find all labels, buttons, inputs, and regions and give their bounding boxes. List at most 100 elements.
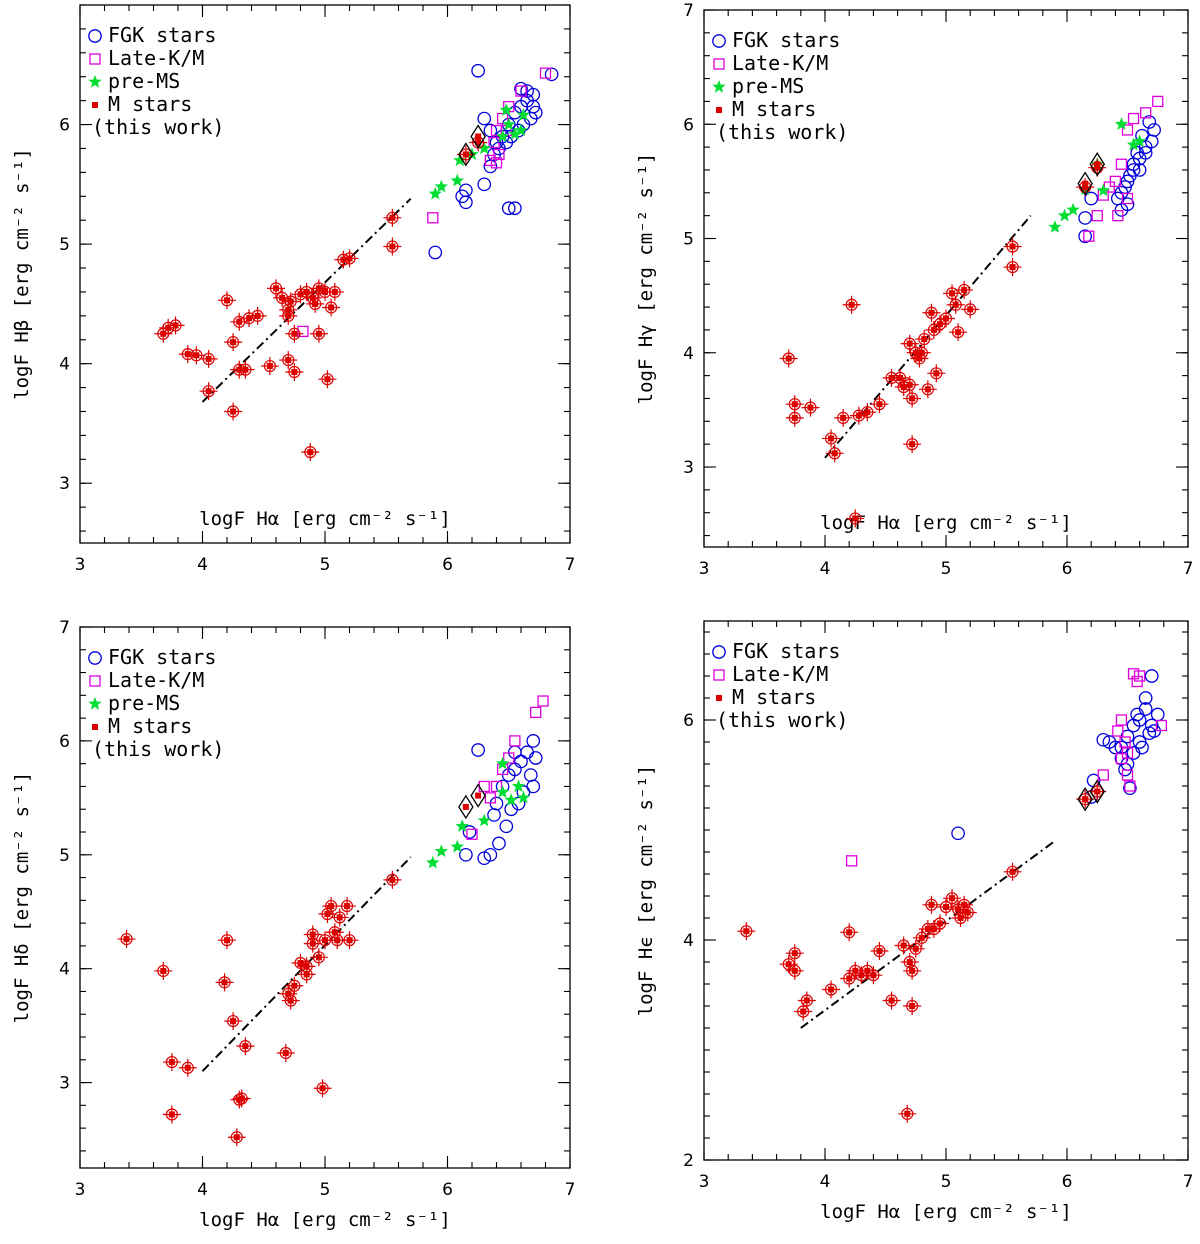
m-star-ring bbox=[1079, 793, 1092, 806]
data-point-dot bbox=[949, 290, 956, 297]
highlight-diamond bbox=[1089, 152, 1106, 177]
data-point-square bbox=[1140, 107, 1152, 119]
data-point-star bbox=[496, 129, 510, 143]
m-star-ring bbox=[235, 1092, 248, 1105]
highlight-point bbox=[1082, 180, 1089, 187]
legend-entry: (this work) bbox=[716, 120, 848, 144]
fit-line bbox=[201, 856, 412, 1072]
data-point-dot bbox=[160, 330, 167, 337]
m-star-ring bbox=[958, 898, 971, 911]
data-point-dot bbox=[909, 967, 916, 974]
panel-hepsilon: 3 4 5 6 7 2 4 6 logF Hα [erg cm⁻² s⁻¹] logF Hϵ [e… bbox=[635, 620, 1193, 1223]
data-point-dot bbox=[254, 312, 261, 319]
highlight-point bbox=[1094, 161, 1101, 168]
data-point-dot bbox=[168, 1111, 175, 1118]
m-star-ring bbox=[304, 446, 317, 459]
legend-marker bbox=[88, 651, 102, 665]
m-star-ring bbox=[897, 939, 910, 952]
fit-line bbox=[824, 215, 1032, 459]
data-point-circle bbox=[514, 81, 528, 96]
data-point-square bbox=[1119, 736, 1131, 748]
data-point-dot bbox=[291, 369, 298, 376]
data-point-circle bbox=[1078, 229, 1093, 244]
data-point-square bbox=[1091, 210, 1103, 222]
legend-entry: FGK stars bbox=[108, 645, 216, 669]
data-point-dot bbox=[743, 928, 750, 935]
data-point-dot bbox=[242, 1043, 249, 1050]
m-star-ring bbox=[279, 1046, 292, 1060]
x-axis-label: logF Hα [erg cm⁻² s⁻¹] bbox=[199, 1209, 451, 1231]
y-axis-label: logF Hγ [erg cm⁻² s⁻¹] bbox=[635, 153, 657, 405]
data-point-dot bbox=[906, 959, 913, 965]
m-star-ring bbox=[202, 352, 215, 365]
legend-entry: M stars bbox=[732, 97, 816, 121]
data-point-dot bbox=[846, 975, 853, 982]
data-point-circle bbox=[1096, 732, 1111, 747]
data-point-square bbox=[503, 752, 515, 764]
data-point-square bbox=[1131, 675, 1143, 688]
data-point-dot bbox=[279, 294, 286, 301]
x-tick-label: 5 bbox=[320, 1180, 331, 1200]
m-star-ring bbox=[885, 994, 898, 1007]
data-point-square bbox=[1112, 210, 1124, 222]
data-point-dot bbox=[303, 971, 310, 978]
data-point-circle bbox=[1126, 746, 1141, 760]
data-point-star bbox=[1066, 202, 1080, 216]
data-point-dot bbox=[1009, 868, 1016, 875]
m-star-ring bbox=[386, 873, 399, 886]
data-point-circle bbox=[1147, 123, 1161, 137]
data-point-dot bbox=[897, 374, 904, 381]
data-point-dot bbox=[336, 914, 343, 921]
data-point-star bbox=[450, 173, 464, 187]
m-star-ring bbox=[312, 282, 325, 295]
data-point-square bbox=[515, 85, 527, 97]
data-point-square bbox=[509, 735, 521, 747]
data-point-circle bbox=[1138, 691, 1153, 705]
data-point-circle bbox=[1150, 707, 1165, 722]
data-point-dot bbox=[230, 408, 237, 415]
m-star-ring bbox=[218, 976, 231, 989]
data-point-circle bbox=[526, 734, 541, 748]
y-tick-label: 6 bbox=[59, 116, 70, 136]
data-point-square bbox=[488, 136, 500, 149]
data-point-circle bbox=[1120, 197, 1135, 212]
data-point-dot bbox=[297, 959, 304, 966]
m-star-ring bbox=[312, 327, 325, 340]
data-point-circle bbox=[1135, 740, 1149, 755]
data-point-dot bbox=[221, 979, 228, 986]
data-point-dot bbox=[909, 395, 916, 402]
data-point-dot bbox=[800, 1008, 807, 1015]
data-point-circle bbox=[951, 826, 965, 841]
data-point-square bbox=[1127, 668, 1140, 680]
data-point-dot bbox=[918, 934, 925, 941]
data-point-circle bbox=[459, 847, 473, 862]
m-star-ring bbox=[906, 438, 919, 451]
data-point-dot bbox=[906, 381, 913, 388]
data-point-square bbox=[1127, 112, 1140, 125]
m-star-ring bbox=[824, 983, 838, 996]
data-point-square bbox=[493, 148, 505, 161]
data-point-dot bbox=[1009, 264, 1016, 271]
data-point-dot bbox=[949, 895, 956, 902]
data-point-square bbox=[1115, 752, 1128, 765]
x-tick-label: 6 bbox=[442, 555, 453, 575]
m-star-ring bbox=[903, 337, 916, 350]
data-point-dot bbox=[933, 370, 940, 377]
data-point-dot bbox=[876, 948, 883, 954]
data-point-dot bbox=[475, 139, 482, 146]
data-point-circle bbox=[471, 743, 485, 757]
legend-entry: Late-K/M bbox=[732, 662, 828, 686]
data-point-dot bbox=[840, 414, 847, 421]
data-point-circle bbox=[526, 779, 541, 794]
data-point-dot bbox=[331, 929, 338, 936]
y-tick-label: 5 bbox=[59, 846, 70, 866]
data-point-dot bbox=[785, 961, 792, 968]
m-star-ring bbox=[903, 378, 916, 391]
m-star-ring bbox=[837, 411, 850, 424]
data-point-dot bbox=[285, 990, 292, 997]
data-point-circle bbox=[471, 63, 485, 78]
data-point-star bbox=[1096, 183, 1110, 197]
m-star-ring bbox=[220, 294, 234, 307]
legend-marker bbox=[712, 645, 726, 659]
m-star-ring bbox=[276, 291, 289, 305]
